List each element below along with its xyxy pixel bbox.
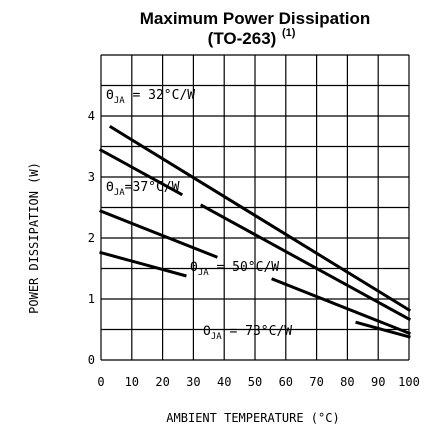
x-axis-ticks: 0 10 20 30 40 50 60 70 80 90 100 bbox=[97, 375, 419, 389]
chart-title: Maximum Power Dissipation bbox=[140, 9, 371, 28]
x-tick-label: 80 bbox=[340, 375, 354, 389]
y-tick-label: 0 bbox=[88, 353, 95, 367]
y-axis-ticks: 0 1 2 3 4 bbox=[88, 109, 95, 367]
series-label: ΘJA = 32°C/W bbox=[106, 88, 195, 106]
chart-subtitle-footnote: (1) bbox=[282, 27, 296, 39]
x-tick-label: 50 bbox=[248, 375, 262, 389]
y-tick-label: 1 bbox=[88, 292, 95, 306]
chart-subtitle: (TO-263) bbox=[208, 29, 277, 48]
series-line bbox=[271, 277, 411, 336]
series-line bbox=[199, 203, 412, 322]
series-lines bbox=[98, 124, 412, 339]
x-tick-label: 10 bbox=[125, 375, 139, 389]
series-label: ΘJA=37°C/W bbox=[106, 180, 180, 198]
plot-grid bbox=[100, 54, 410, 361]
series-line bbox=[99, 209, 218, 259]
y-tick-label: 4 bbox=[88, 109, 95, 123]
series-label: ΘJA = 73°C/W bbox=[203, 324, 292, 342]
y-tick-label: 2 bbox=[88, 231, 95, 245]
y-tick-label: 3 bbox=[88, 170, 95, 184]
series-line bbox=[108, 124, 412, 313]
series-annotations: ΘJA = 32°C/W ΘJA=37°C/W ΘJA = 50°C/W ΘJA = … bbox=[106, 88, 292, 342]
x-tick-label: 100 bbox=[398, 375, 420, 389]
series-line bbox=[98, 148, 184, 197]
series-label: ΘJA = 50°C/W bbox=[190, 260, 279, 278]
x-tick-label: 60 bbox=[279, 375, 293, 389]
y-axis-label: POWER DISSIPATION (W) bbox=[27, 162, 41, 314]
x-tick-label: 20 bbox=[155, 375, 169, 389]
x-tick-label: 70 bbox=[309, 375, 323, 389]
x-axis-label: AMBIENT TEMPERATURE (°C) bbox=[166, 411, 339, 425]
x-tick-label: 0 bbox=[97, 375, 104, 389]
x-tick-label: 90 bbox=[371, 375, 385, 389]
x-tick-label: 40 bbox=[217, 375, 231, 389]
series-line bbox=[355, 320, 411, 339]
series-line bbox=[99, 250, 187, 278]
x-tick-label: 30 bbox=[186, 375, 200, 389]
